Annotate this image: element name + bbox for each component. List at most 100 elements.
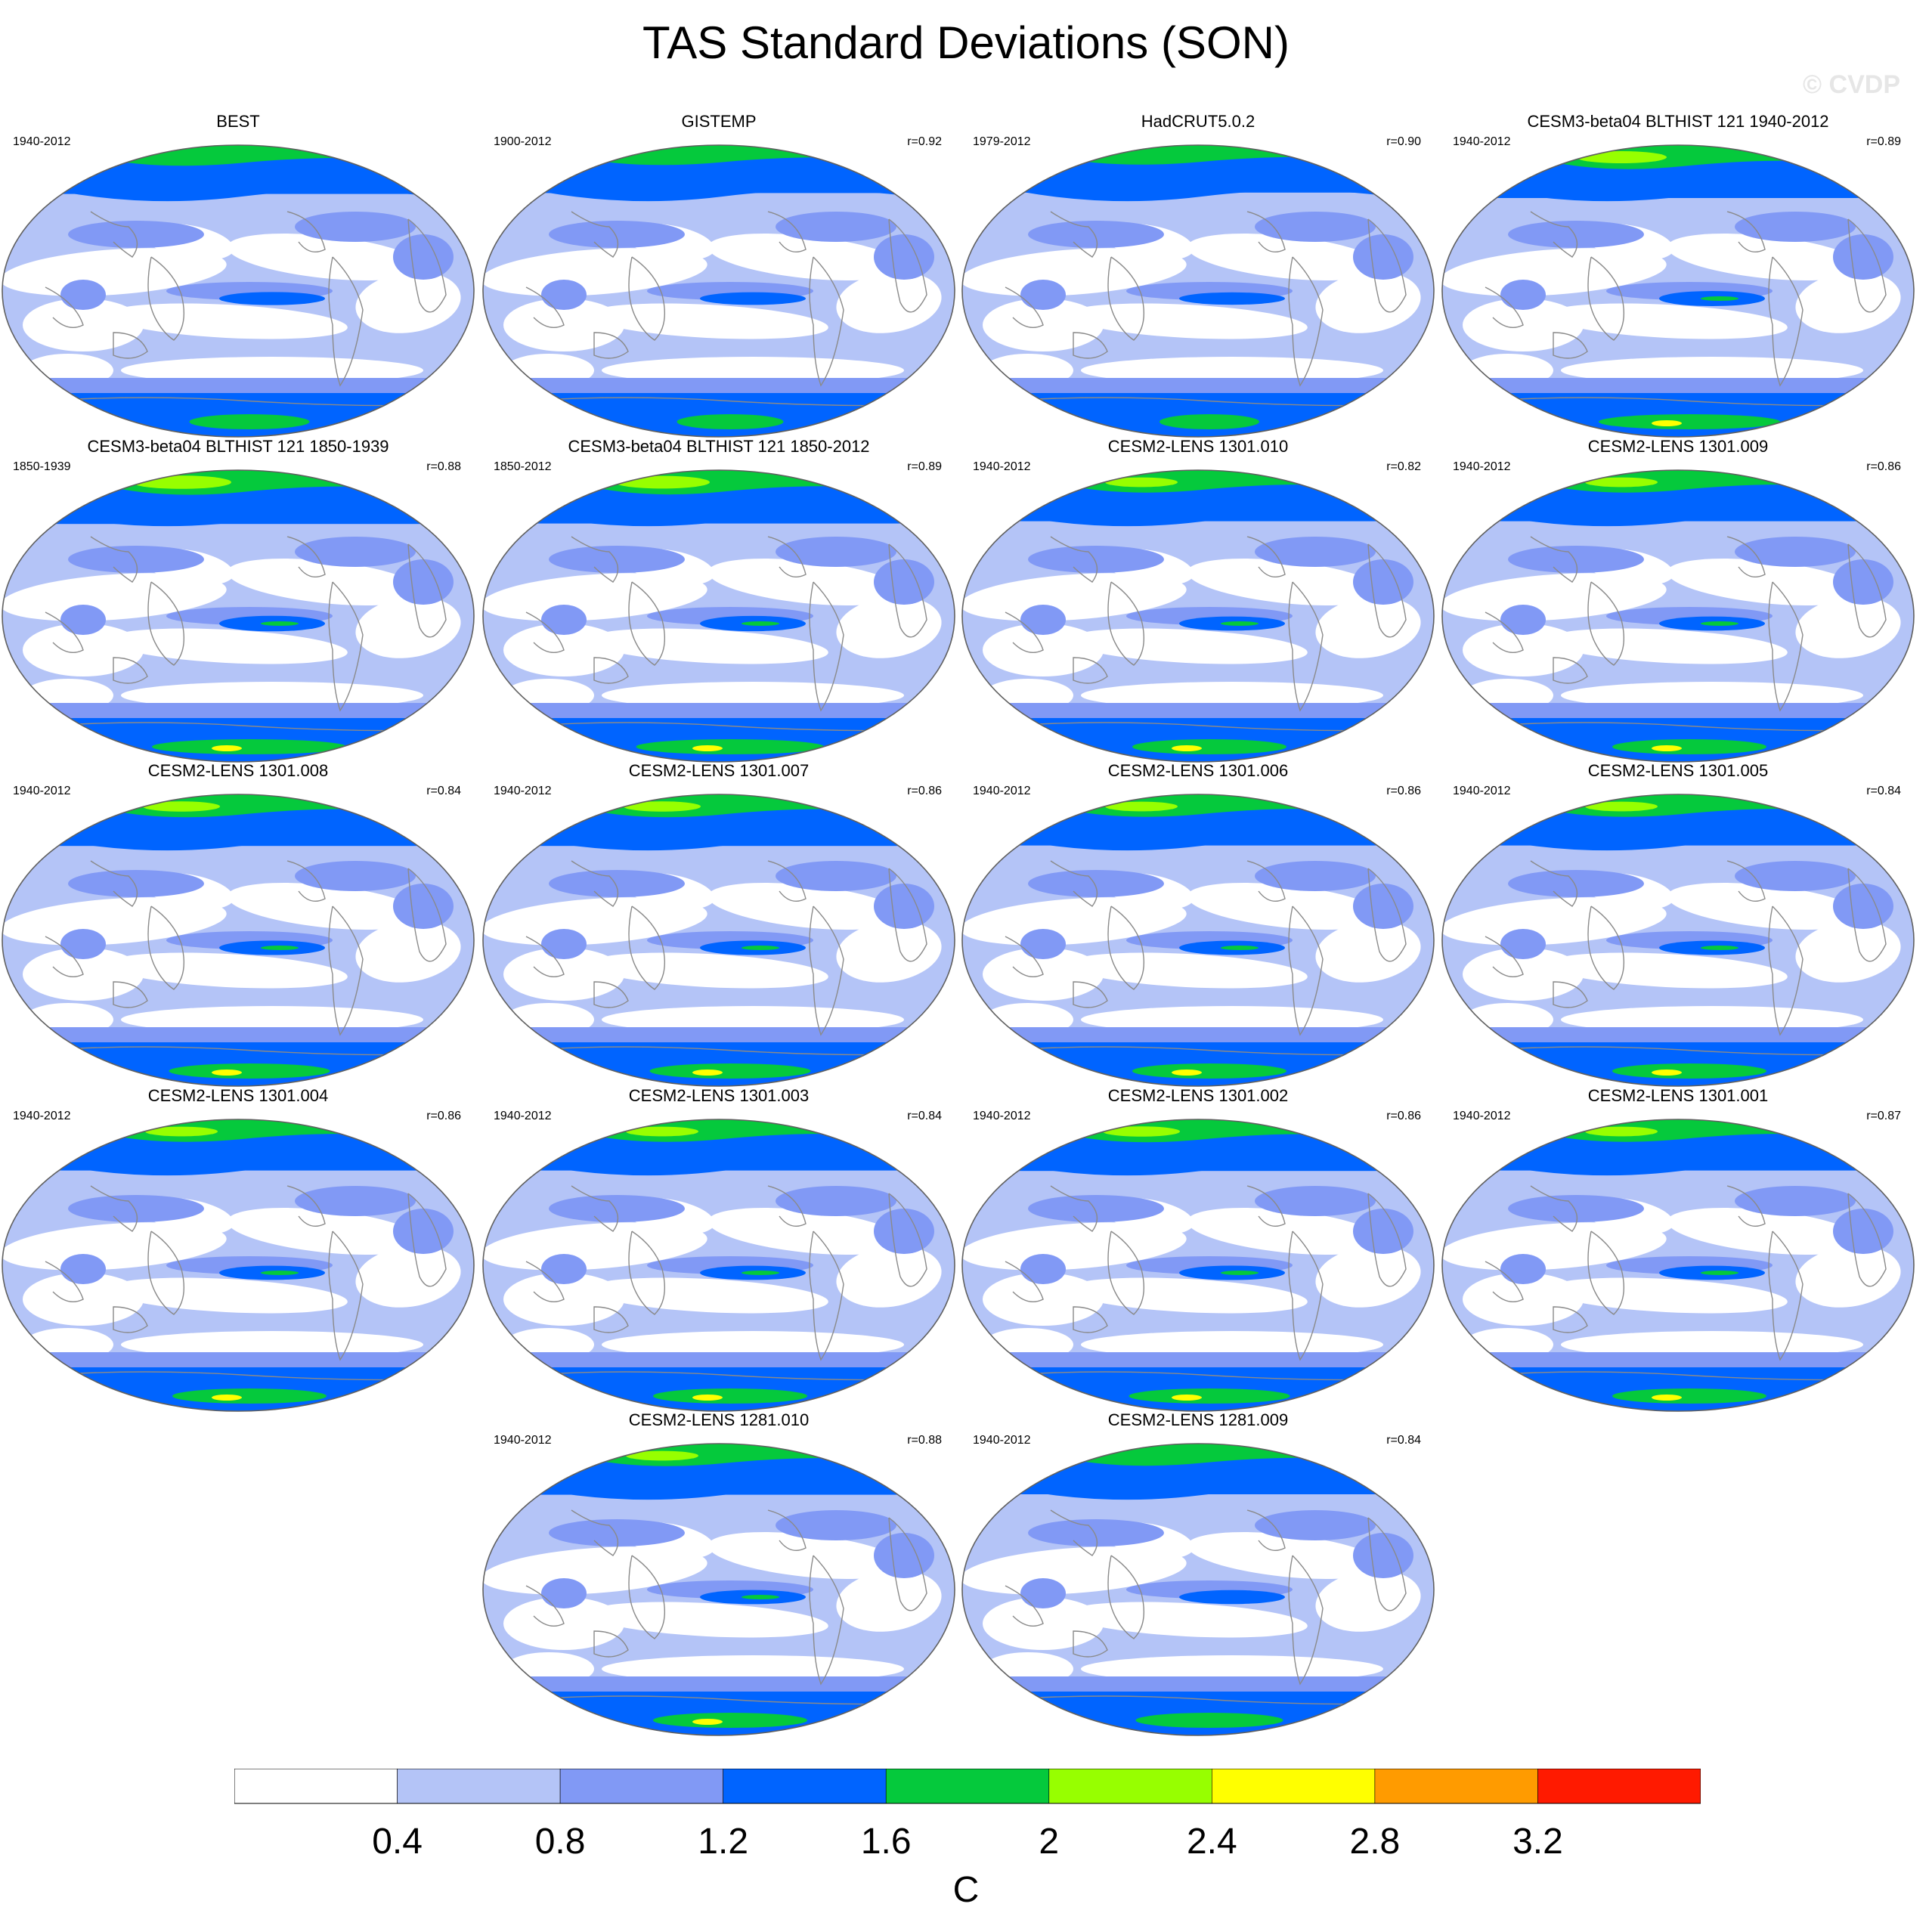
map-svg bbox=[1440, 793, 1916, 1088]
field-mid-patch bbox=[1020, 605, 1066, 635]
field-enso-core bbox=[1701, 621, 1738, 626]
field-antarctic-high bbox=[636, 739, 825, 754]
field-antarctic-high bbox=[1612, 1388, 1766, 1404]
field-antarctic-high bbox=[653, 1388, 807, 1404]
field-enso-tongue bbox=[700, 293, 806, 305]
field-mid-patch bbox=[1508, 1195, 1644, 1222]
map-panel: CESM2-LENS 1301.003 1940-2012 r=0.84 bbox=[481, 1086, 957, 1413]
colorbar-tick-label: 1.6 bbox=[861, 1822, 912, 1862]
field-enso-core bbox=[261, 946, 299, 950]
map-panel: HadCRUT5.0.2 1979-2012 r=0.90 bbox=[960, 112, 1436, 438]
cvdp-watermark: © CVDP bbox=[1803, 70, 1900, 100]
field-enso-core bbox=[1701, 946, 1738, 950]
field-mid-patch bbox=[60, 1254, 106, 1284]
colorbar-bin bbox=[1212, 1769, 1375, 1803]
field-southern-edge bbox=[960, 1676, 1436, 1692]
field-enso-core bbox=[261, 621, 299, 626]
field-mid-patch bbox=[60, 280, 106, 310]
map-panel: CESM2-LENS 1281.010 1940-2012 r=0.88 bbox=[481, 1410, 957, 1737]
field-antarctic-high bbox=[677, 414, 784, 429]
field-antarctic-high bbox=[190, 414, 310, 429]
field-antarctic-high bbox=[169, 1063, 330, 1079]
field-antarctic-peak bbox=[692, 1395, 723, 1401]
colorbar-tick-label: 0.8 bbox=[535, 1822, 586, 1862]
colorbar-bin bbox=[1375, 1769, 1538, 1803]
field-antarctic-peak bbox=[1172, 745, 1202, 751]
field-antarctic-high bbox=[653, 1713, 807, 1728]
panel-title: HadCRUT5.0.2 bbox=[960, 112, 1436, 132]
field-mid-patch bbox=[874, 559, 934, 605]
panel-title: CESM2-LENS 1301.007 bbox=[481, 761, 957, 781]
colorbar-units-label: C bbox=[0, 1871, 1932, 1910]
field-mid-patch bbox=[60, 929, 106, 959]
panel-title: CESM2-LENS 1301.009 bbox=[1440, 437, 1916, 457]
field-enso-core bbox=[1221, 1271, 1259, 1275]
map-svg bbox=[481, 1118, 957, 1413]
field-mid-patch bbox=[1353, 234, 1413, 280]
map-svg bbox=[0, 793, 476, 1088]
map-panel: CESM2-LENS 1301.007 1940-2012 r=0.86 bbox=[481, 761, 957, 1088]
colorbar-bin bbox=[234, 1769, 398, 1803]
field-mid-patch bbox=[549, 870, 685, 897]
field-southern-edge bbox=[0, 1352, 476, 1367]
field-mid-patch bbox=[1500, 929, 1546, 959]
field-antarctic-high bbox=[1136, 1713, 1283, 1728]
field-arctic-peak bbox=[1576, 151, 1667, 163]
figure-title: TAS Standard Deviations (SON) bbox=[0, 17, 1932, 70]
map-panel: GISTEMP 1900-2012 r=0.92 bbox=[481, 112, 957, 438]
field-enso-core bbox=[742, 946, 779, 950]
field-southern-edge bbox=[960, 378, 1436, 393]
panel-title: CESM2-LENS 1301.002 bbox=[960, 1086, 1436, 1106]
field-arctic-peak bbox=[143, 801, 220, 812]
map-svg bbox=[960, 144, 1436, 438]
map-svg bbox=[1440, 1118, 1916, 1413]
field-mid-patch bbox=[60, 605, 106, 635]
panel-title: CESM2-LENS 1301.001 bbox=[1440, 1086, 1916, 1106]
map-panel: CESM2-LENS 1281.009 1940-2012 r=0.84 bbox=[960, 1410, 1436, 1737]
field-mid-patch bbox=[541, 1578, 587, 1608]
field-mid-patch bbox=[68, 1195, 204, 1222]
map-panel: CESM2-LENS 1301.001 1940-2012 r=0.87 bbox=[1440, 1086, 1916, 1413]
field-antarctic-peak bbox=[212, 1070, 242, 1076]
colorbar-tick-label: 2 bbox=[1039, 1822, 1059, 1862]
panel-title: CESM2-LENS 1301.005 bbox=[1440, 761, 1916, 781]
field-antarctic-high bbox=[1599, 414, 1780, 429]
map-svg bbox=[481, 469, 957, 763]
field-antarctic-peak bbox=[692, 745, 723, 751]
field-mid-patch bbox=[874, 1533, 934, 1578]
field-mid-patch bbox=[1833, 234, 1893, 280]
field-arctic-peak bbox=[624, 801, 701, 812]
field-mid-patch bbox=[1500, 1254, 1546, 1284]
field-mid-patch bbox=[541, 605, 587, 635]
field-enso-core bbox=[742, 1271, 779, 1275]
field-arctic-extreme bbox=[598, 476, 613, 481]
field-mid-patch bbox=[1020, 1578, 1066, 1608]
field-arctic-peak bbox=[615, 476, 710, 489]
field-arctic-peak bbox=[132, 475, 231, 489]
colorbar-bin bbox=[398, 1769, 561, 1803]
map-panel: CESM2-LENS 1301.004 1940-2012 r=0.86 bbox=[0, 1086, 476, 1413]
field-antarctic-high bbox=[1132, 739, 1286, 754]
map-panel: CESM2-LENS 1301.005 1940-2012 r=0.84 bbox=[1440, 761, 1916, 1088]
map-panel: BEST 1940-2012 bbox=[0, 112, 476, 438]
field-mid-patch bbox=[1508, 870, 1644, 897]
field-antarctic-high bbox=[1612, 1063, 1766, 1079]
map-svg bbox=[960, 1442, 1436, 1737]
field-antarctic-peak bbox=[1652, 420, 1682, 426]
field-enso-core bbox=[742, 621, 779, 626]
field-mid-patch bbox=[1028, 221, 1164, 248]
colorbar-tick-label: 2.4 bbox=[1187, 1822, 1237, 1862]
map-svg bbox=[481, 793, 957, 1088]
field-southern-edge bbox=[960, 703, 1436, 718]
field-mid-patch bbox=[549, 221, 685, 248]
field-mid-patch bbox=[874, 884, 934, 929]
panel-title: CESM2-LENS 1301.003 bbox=[481, 1086, 957, 1106]
panel-title: CESM2-LENS 1301.006 bbox=[960, 761, 1436, 781]
panel-title: CESM2-LENS 1301.008 bbox=[0, 761, 476, 781]
field-antarctic-peak bbox=[212, 1395, 242, 1401]
colorbar-bin bbox=[886, 1769, 1049, 1803]
panel-title: CESM3-beta04 BLTHIST 121 1940-2012 bbox=[1440, 112, 1916, 132]
field-mid-patch bbox=[1028, 870, 1164, 897]
field-mid-patch bbox=[1020, 1254, 1066, 1284]
map-svg bbox=[0, 469, 476, 763]
